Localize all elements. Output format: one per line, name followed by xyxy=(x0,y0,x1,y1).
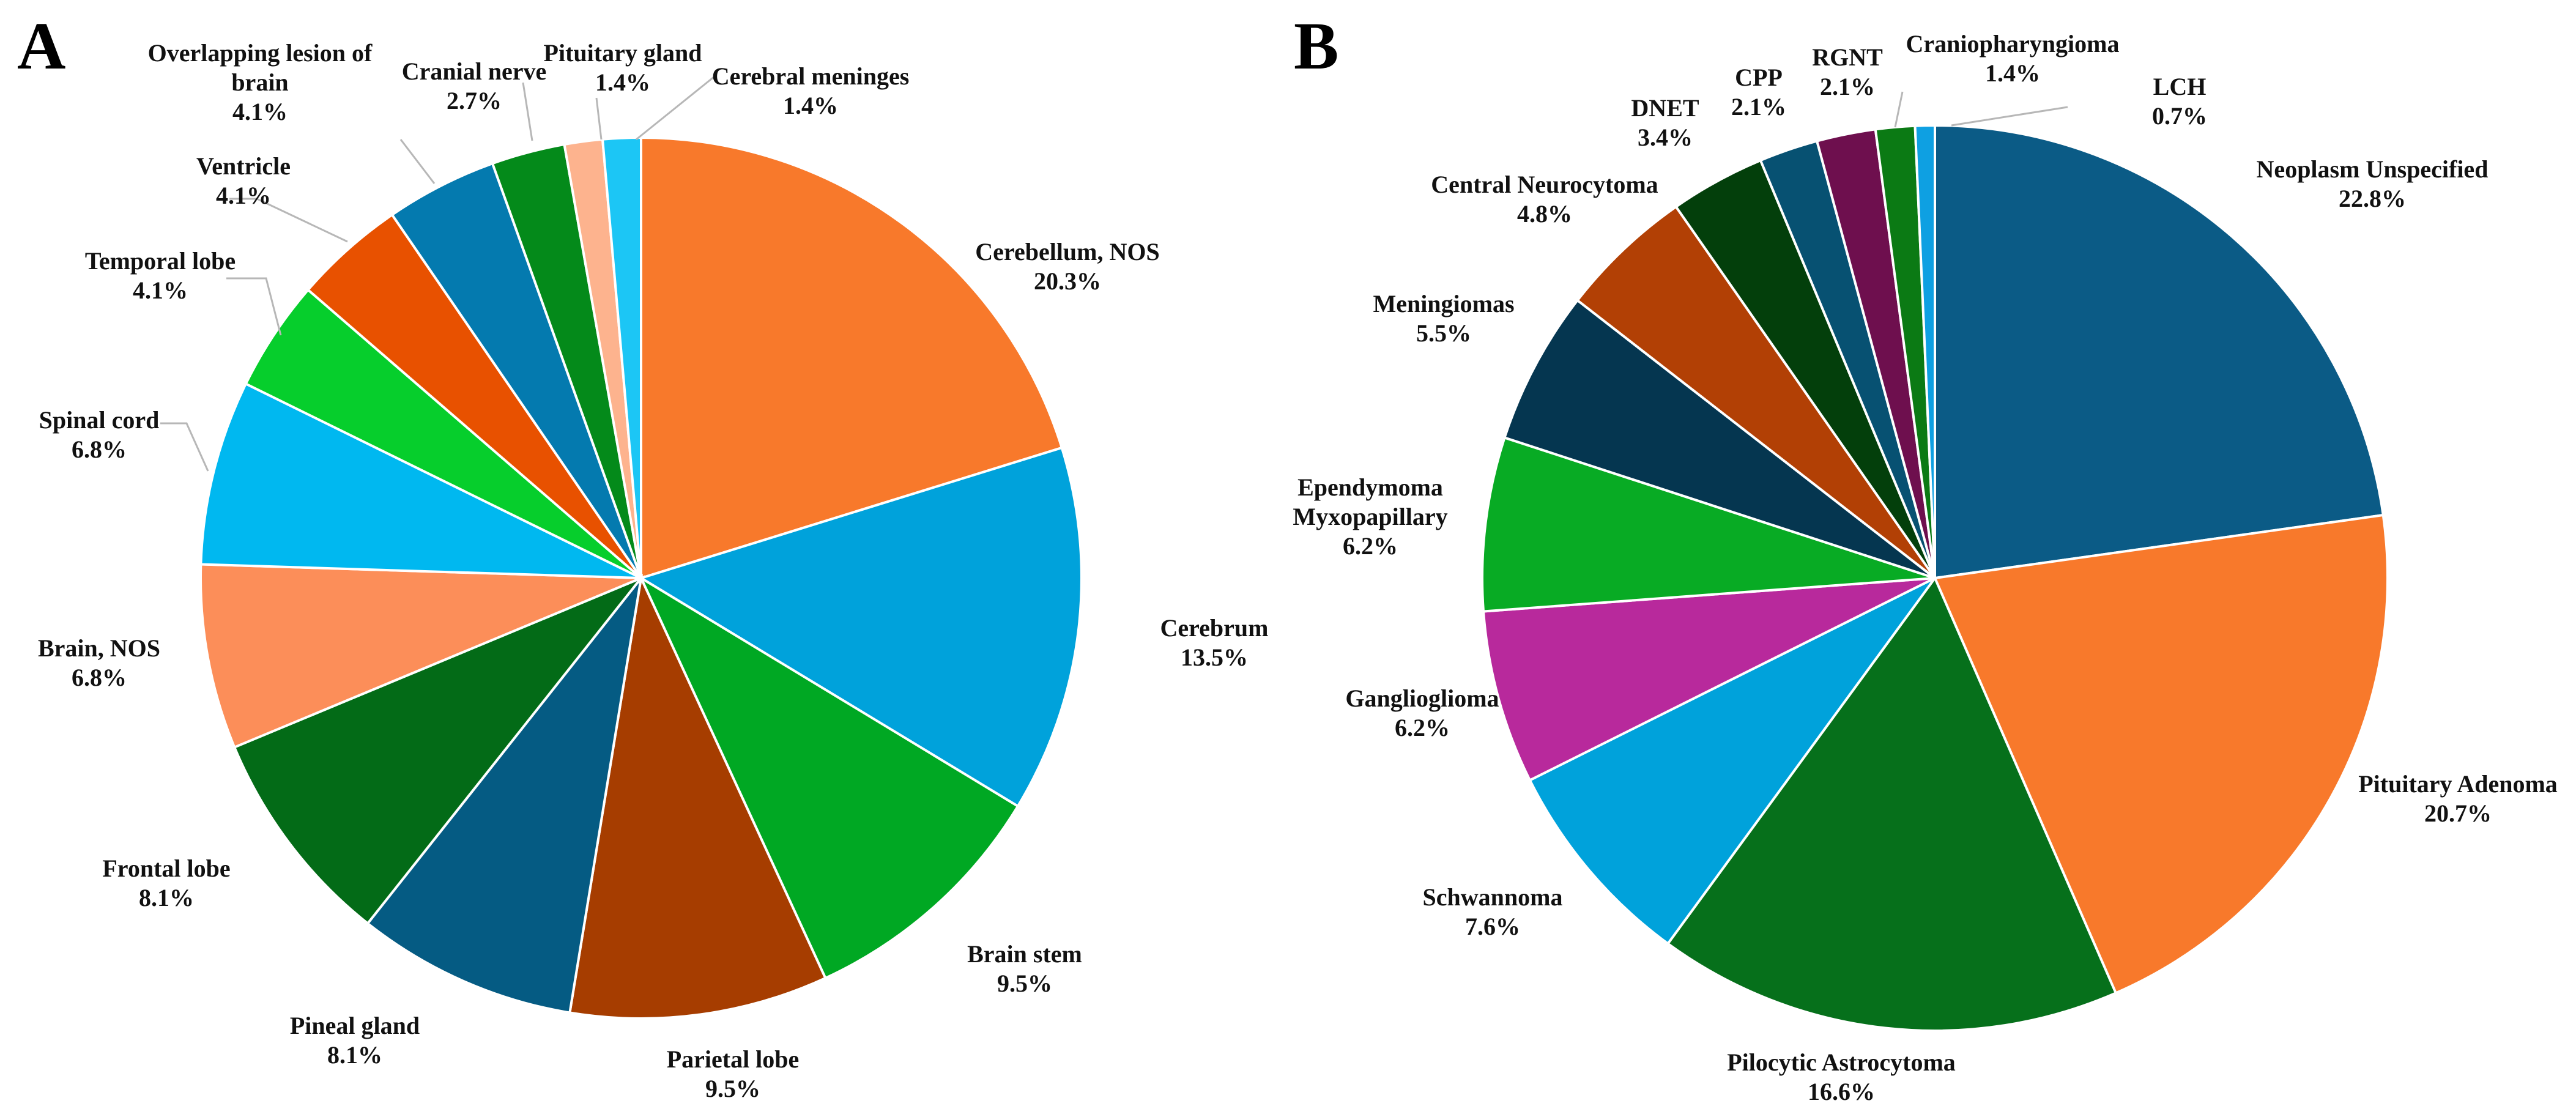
data-label-b-meningiomas: Meningiomas 5.5% xyxy=(1373,290,1514,347)
data-label-b-ganglioglioma: Ganglioglioma 6.2% xyxy=(1345,685,1499,741)
slice-b-pilocytic-astrocytoma xyxy=(1666,576,2118,1032)
slice-b-pituitary-adenoma xyxy=(1933,513,2389,995)
data-label-b-central-neurocytoma: Central Neurocytoma 4.8% xyxy=(1431,171,1658,228)
data-label-b-craniopharyngioma: Craniopharyngioma 1.4% xyxy=(1906,30,2120,87)
data-label-a-ventricle: Ventricle 4.1% xyxy=(196,152,291,209)
slice-a-ventricle xyxy=(306,213,642,579)
data-label-a-brain-nos: Brain, NOS 6.8% xyxy=(38,634,160,691)
slice-b-central-neurocytoma xyxy=(1575,205,1936,579)
slice-a-cerebellum-nos xyxy=(640,136,1064,580)
data-label-a-cerebellum-nos: Cerebellum, NOS 20.3% xyxy=(975,238,1159,295)
data-label-a-cerebral-meninges: Cerebral meninges 1.4% xyxy=(712,62,910,119)
slice-a-cerebrum xyxy=(638,446,1083,808)
leader-line-b-lch xyxy=(1951,106,2068,127)
slice-a-pineal-gland xyxy=(366,573,644,1014)
data-label-b-lch: LCH 0.7% xyxy=(2152,73,2207,130)
leader-line-b-craniopharyngioma xyxy=(1894,91,1904,128)
pie-chart-a: Cerebellum, NOS 20.3% Cerebrum 13.5% Brain s… xyxy=(38,39,1269,1102)
leader-line-a-temporal-lobe xyxy=(226,277,282,336)
data-label-a-temporal-lobe: Temporal lobe 4.1% xyxy=(85,247,236,304)
slice-a-brain-nos xyxy=(199,563,642,749)
data-label-b-dnet: DNET 3.4% xyxy=(1631,94,1699,151)
data-label-b-rgnt: RGNT 2.1% xyxy=(1812,43,1883,100)
leader-line-a-cranial-nerve xyxy=(522,82,533,141)
data-label-b-ependymoma-myxopapillary: Ependymoma Myxopapillary 6.2% xyxy=(1293,473,1447,560)
slice-a-parietal-lobe xyxy=(568,574,827,1020)
slice-a-overlapping-lesion-of-brain xyxy=(390,161,642,579)
data-label-b-pituitary-adenoma: Pituitary Adenoma 20.7% xyxy=(2358,770,2558,827)
data-label-a-pineal-gland: Pineal gland 8.1% xyxy=(290,1012,420,1069)
slice-a-frontal-lobe xyxy=(232,575,645,926)
slice-a-cerebral-meninges xyxy=(601,136,642,579)
leader-line-a-spinal-cord xyxy=(160,422,209,472)
panel-letter-b: B xyxy=(1294,9,1338,83)
leader-line-a-ventricle xyxy=(229,198,348,243)
slice-a-spinal-cord xyxy=(199,382,642,579)
data-label-b-neoplasm-unspecified: Neoplasm Unspecified 22.8% xyxy=(2257,155,2489,212)
slice-b-meningiomas xyxy=(1502,299,1936,579)
slice-b-ependymoma-myxopapillary xyxy=(1481,436,1936,613)
data-label-a-frontal-lobe: Frontal lobe 8.1% xyxy=(102,855,230,911)
data-label-a-parietal-lobe: Parietal lobe 9.5% xyxy=(667,1045,800,1102)
data-label-a-cranial-nerve: Cranial nerve 2.7% xyxy=(402,58,547,114)
slice-b-lch xyxy=(1913,124,1936,579)
slice-a-temporal-lobe xyxy=(244,288,642,579)
pie-chart-b: Neoplasm Unspecified 22.8% Pituitary Adeno… xyxy=(1293,30,2557,1105)
slice-b-ganglioglioma xyxy=(1482,577,1936,782)
leader-line-a-cerebral-meninges xyxy=(636,75,715,141)
data-label-a-overlapping-lesion-of-brain: Overlapping lesion of brain 4.1% xyxy=(148,39,373,125)
data-label-a-cerebrum: Cerebrum 13.5% xyxy=(1160,614,1269,671)
leader-line-a-overlapping-lesion-of-brain xyxy=(399,139,436,184)
slice-a-brain-stem xyxy=(638,574,1020,980)
slice-b-neoplasm-unspecified xyxy=(1934,124,2385,580)
slice-b-schwannoma xyxy=(1528,577,1936,946)
data-label-a-spinal-cord: Spinal cord 6.8% xyxy=(39,406,160,463)
data-label-a-brain-stem: Brain stem 9.5% xyxy=(967,940,1082,997)
data-label-b-pilocytic-astrocytoma: Pilocytic Astrocytoma 16.6% xyxy=(1727,1048,1956,1105)
leader-line-a-pituitary-gland xyxy=(595,97,603,140)
panel-letter-a: A xyxy=(17,9,65,83)
data-label-b-cpp: CPP 2.1% xyxy=(1731,64,1786,121)
data-label-b-schwannoma: Schwannoma 7.6% xyxy=(1423,883,1563,940)
data-label-a-pituitary-gland: Pituitary gland 1.4% xyxy=(544,39,702,96)
